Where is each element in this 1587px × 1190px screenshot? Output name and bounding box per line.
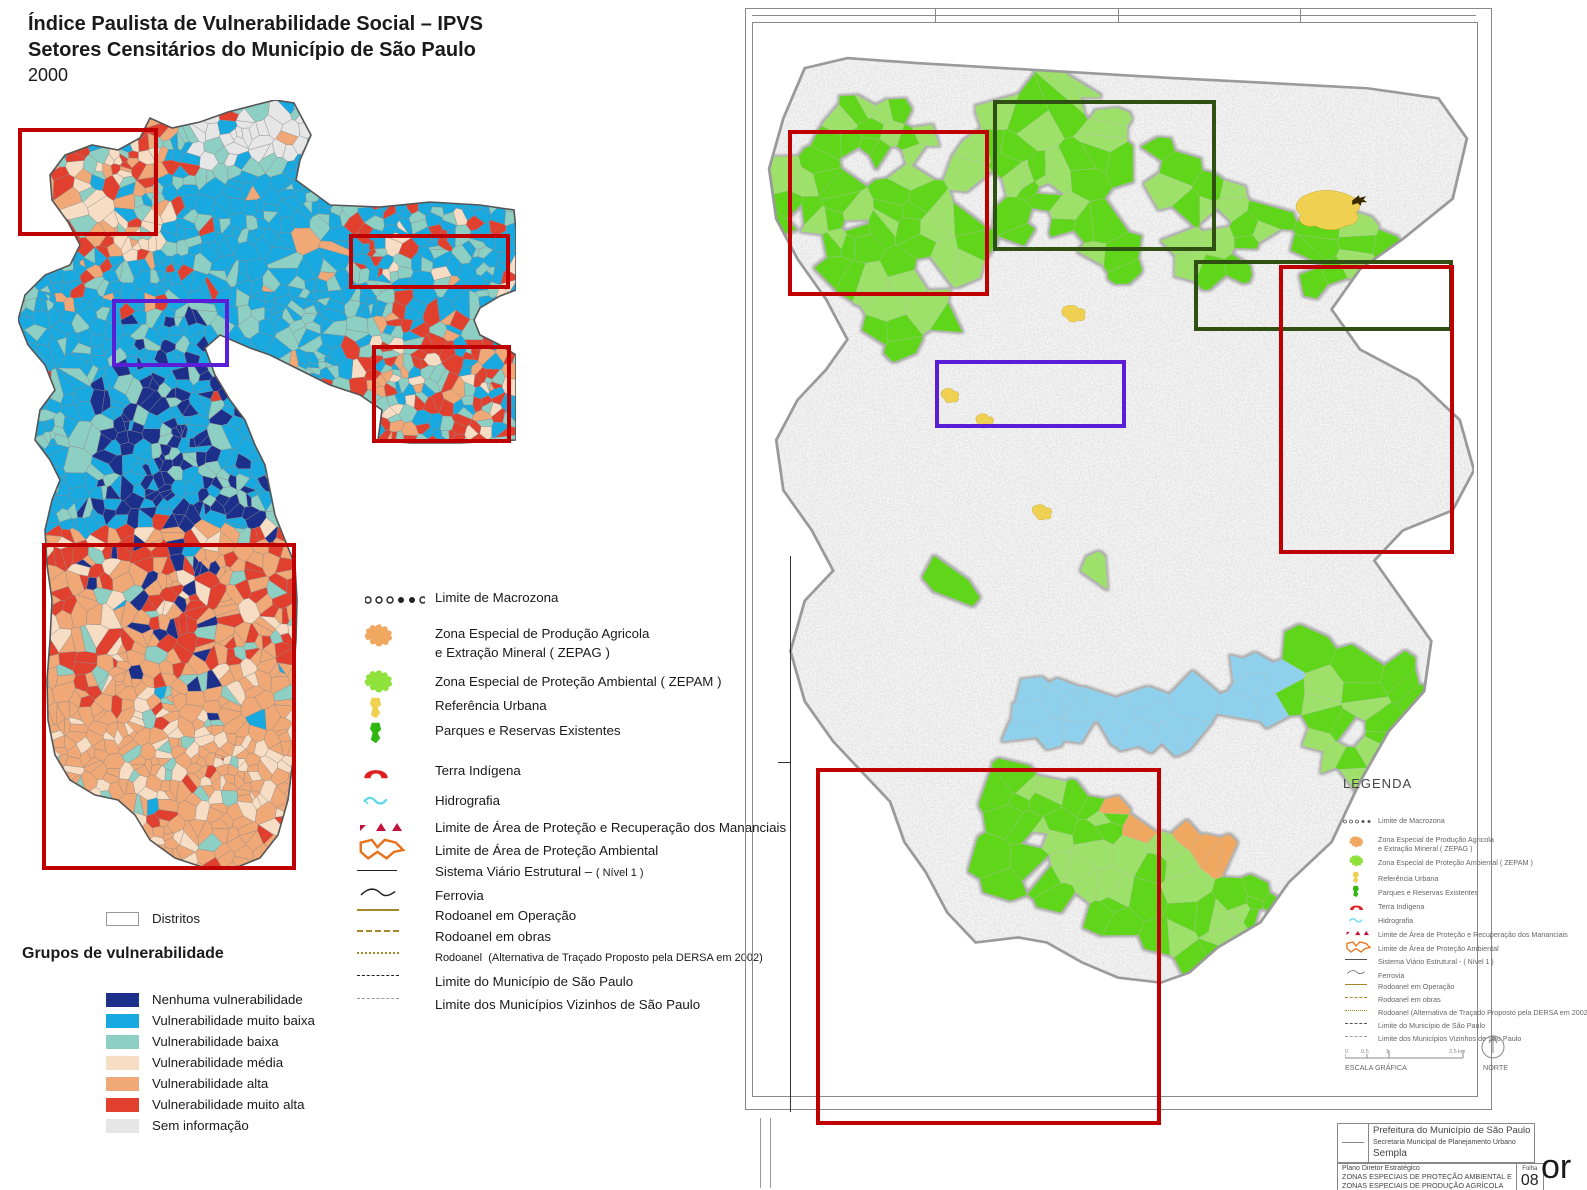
svg-text:1: 1: [1386, 1049, 1389, 1055]
svg-text:2,5 km: 2,5 km: [1449, 1049, 1465, 1055]
svg-text:0,5: 0,5: [1361, 1049, 1369, 1055]
svg-text:0: 0: [1345, 1049, 1348, 1055]
